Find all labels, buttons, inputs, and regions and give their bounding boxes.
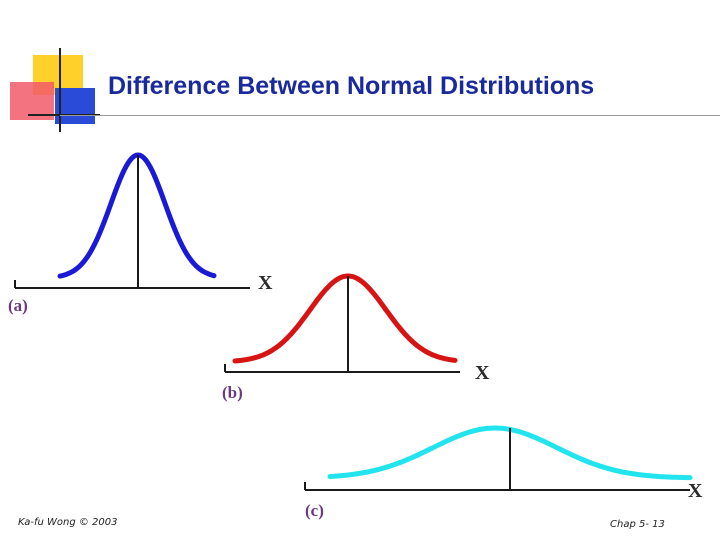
panel-label-c: (c): [305, 501, 324, 520]
title-divider: [60, 115, 720, 116]
axis-label-c: X: [688, 480, 703, 502]
panel-label-a: (a): [8, 296, 28, 315]
slide-logo: [0, 0, 110, 140]
slide-title: Difference Between Normal Distributions: [108, 72, 595, 100]
axis-label-b: X: [475, 362, 490, 384]
logo-red-square: [10, 82, 54, 120]
footer-author: Ka-fu Wong © 2003: [18, 517, 118, 528]
footer-page: Chap 5- 13: [610, 519, 665, 530]
logo-blue-square: [55, 88, 95, 124]
panel-label-b: (b): [222, 383, 243, 402]
axis-label-a: X: [258, 272, 273, 294]
curve-b: [232, 273, 458, 364]
